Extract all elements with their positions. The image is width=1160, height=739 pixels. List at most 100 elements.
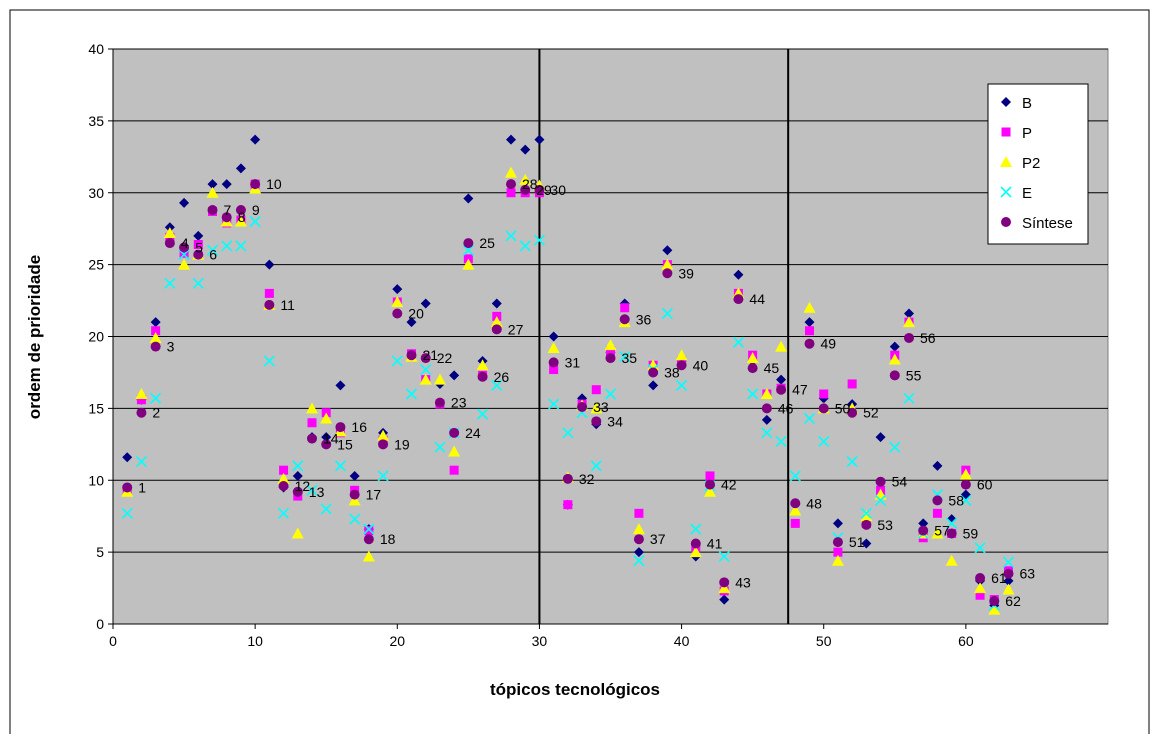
point-E [249, 215, 261, 228]
point-B [150, 317, 161, 328]
point-P2 [1000, 156, 1012, 167]
point-Sintese [1003, 568, 1014, 579]
reference-lines [538, 49, 790, 624]
point-E [718, 550, 730, 563]
point-Sintese [577, 401, 588, 412]
point-E-stroke [420, 363, 432, 376]
point-E [1002, 556, 1015, 568]
point-E [221, 240, 233, 252]
point-label: 15 [337, 436, 353, 452]
point-B [392, 284, 403, 295]
point-B [719, 594, 730, 605]
point-Sintese [250, 179, 261, 190]
point-E-stroke [548, 398, 560, 410]
legend-label: P2 [1022, 155, 1040, 172]
point-P [151, 326, 161, 336]
point-Sintese [989, 596, 1000, 606]
point-label: 58 [948, 492, 964, 508]
point-Sintese [975, 573, 986, 583]
point-E-stroke [747, 388, 759, 400]
point-B [761, 414, 772, 425]
point-P [819, 389, 829, 399]
point-E-stroke [263, 355, 275, 367]
point-B [633, 547, 644, 558]
point-label: 2 [152, 405, 160, 421]
point-Sintese [776, 384, 787, 395]
point-Sintese [434, 397, 445, 408]
point-label: 54 [892, 474, 908, 490]
point-P2 [433, 373, 446, 385]
point-E-stroke [192, 277, 204, 289]
point-label: 59 [963, 525, 979, 541]
point-E [178, 248, 190, 261]
point-E [661, 307, 673, 320]
point-label: 57 [934, 523, 950, 539]
point-Sintese [122, 482, 133, 493]
point-E-stroke [590, 460, 602, 472]
point-E [206, 244, 219, 256]
point-E [263, 355, 275, 367]
point-Sintese [648, 367, 659, 378]
point-label: 18 [380, 531, 396, 547]
point-label: 22 [437, 350, 453, 366]
x-tick-label: 30 [532, 633, 548, 649]
point-label: 39 [678, 265, 694, 281]
point-E [846, 455, 858, 468]
point-Sintese [520, 184, 531, 195]
point-Sintese [292, 486, 303, 497]
point-P2 [803, 301, 816, 313]
point-E-stroke [249, 215, 261, 228]
point-Sintese [904, 332, 914, 343]
point-E-stroke [462, 244, 474, 256]
y-tick-label: 20 [88, 329, 104, 345]
point-label: 29 [536, 182, 552, 198]
point-E-stroke [178, 248, 190, 261]
point-Sintese [349, 489, 360, 500]
point-label: 7 [224, 202, 232, 218]
point-label: 44 [749, 291, 765, 307]
point-Sintese [960, 479, 971, 490]
point-B [207, 179, 218, 190]
point-label: 4 [181, 235, 189, 251]
y-tick-label: 40 [88, 41, 104, 57]
point-P2 [689, 546, 702, 558]
y-tick-label: 30 [88, 185, 104, 201]
point-Sintese [548, 357, 559, 368]
point-P [591, 385, 601, 395]
point-E [320, 503, 332, 515]
point-B [776, 374, 787, 385]
point-E [306, 484, 318, 496]
legend-label: Síntese [1022, 215, 1073, 232]
point-B [534, 134, 545, 145]
point-B [235, 163, 246, 174]
point-label: 49 [821, 336, 837, 352]
point-P2 [476, 359, 489, 371]
point-B [406, 317, 417, 328]
point-Sintese [1001, 217, 1011, 227]
point-P2 [760, 388, 773, 399]
point-P2 [362, 550, 375, 562]
point-E-stroke [320, 503, 332, 515]
point-label: 8 [238, 209, 246, 225]
point-E [334, 460, 346, 472]
point-label: 63 [1020, 566, 1036, 582]
point-label: 43 [735, 574, 751, 590]
point-label: 31 [565, 354, 581, 370]
point-P2 [931, 527, 944, 539]
point-P [264, 288, 274, 298]
point-label: 42 [721, 477, 737, 493]
point-E-stroke [477, 408, 489, 420]
point-B [548, 331, 559, 342]
point-B [932, 460, 943, 471]
point-Sintese [463, 238, 474, 249]
point-label: 62 [1005, 593, 1021, 609]
point-P [620, 303, 630, 313]
point-E [135, 455, 147, 468]
point-label: 1 [138, 479, 146, 495]
point-Sintese [136, 407, 147, 418]
legend: BP P2 E Síntese [987, 83, 1089, 245]
point-Sintese [605, 353, 616, 364]
point-E-stroke [292, 460, 304, 472]
point-P2 [419, 373, 432, 385]
point-Sintese [321, 439, 332, 450]
